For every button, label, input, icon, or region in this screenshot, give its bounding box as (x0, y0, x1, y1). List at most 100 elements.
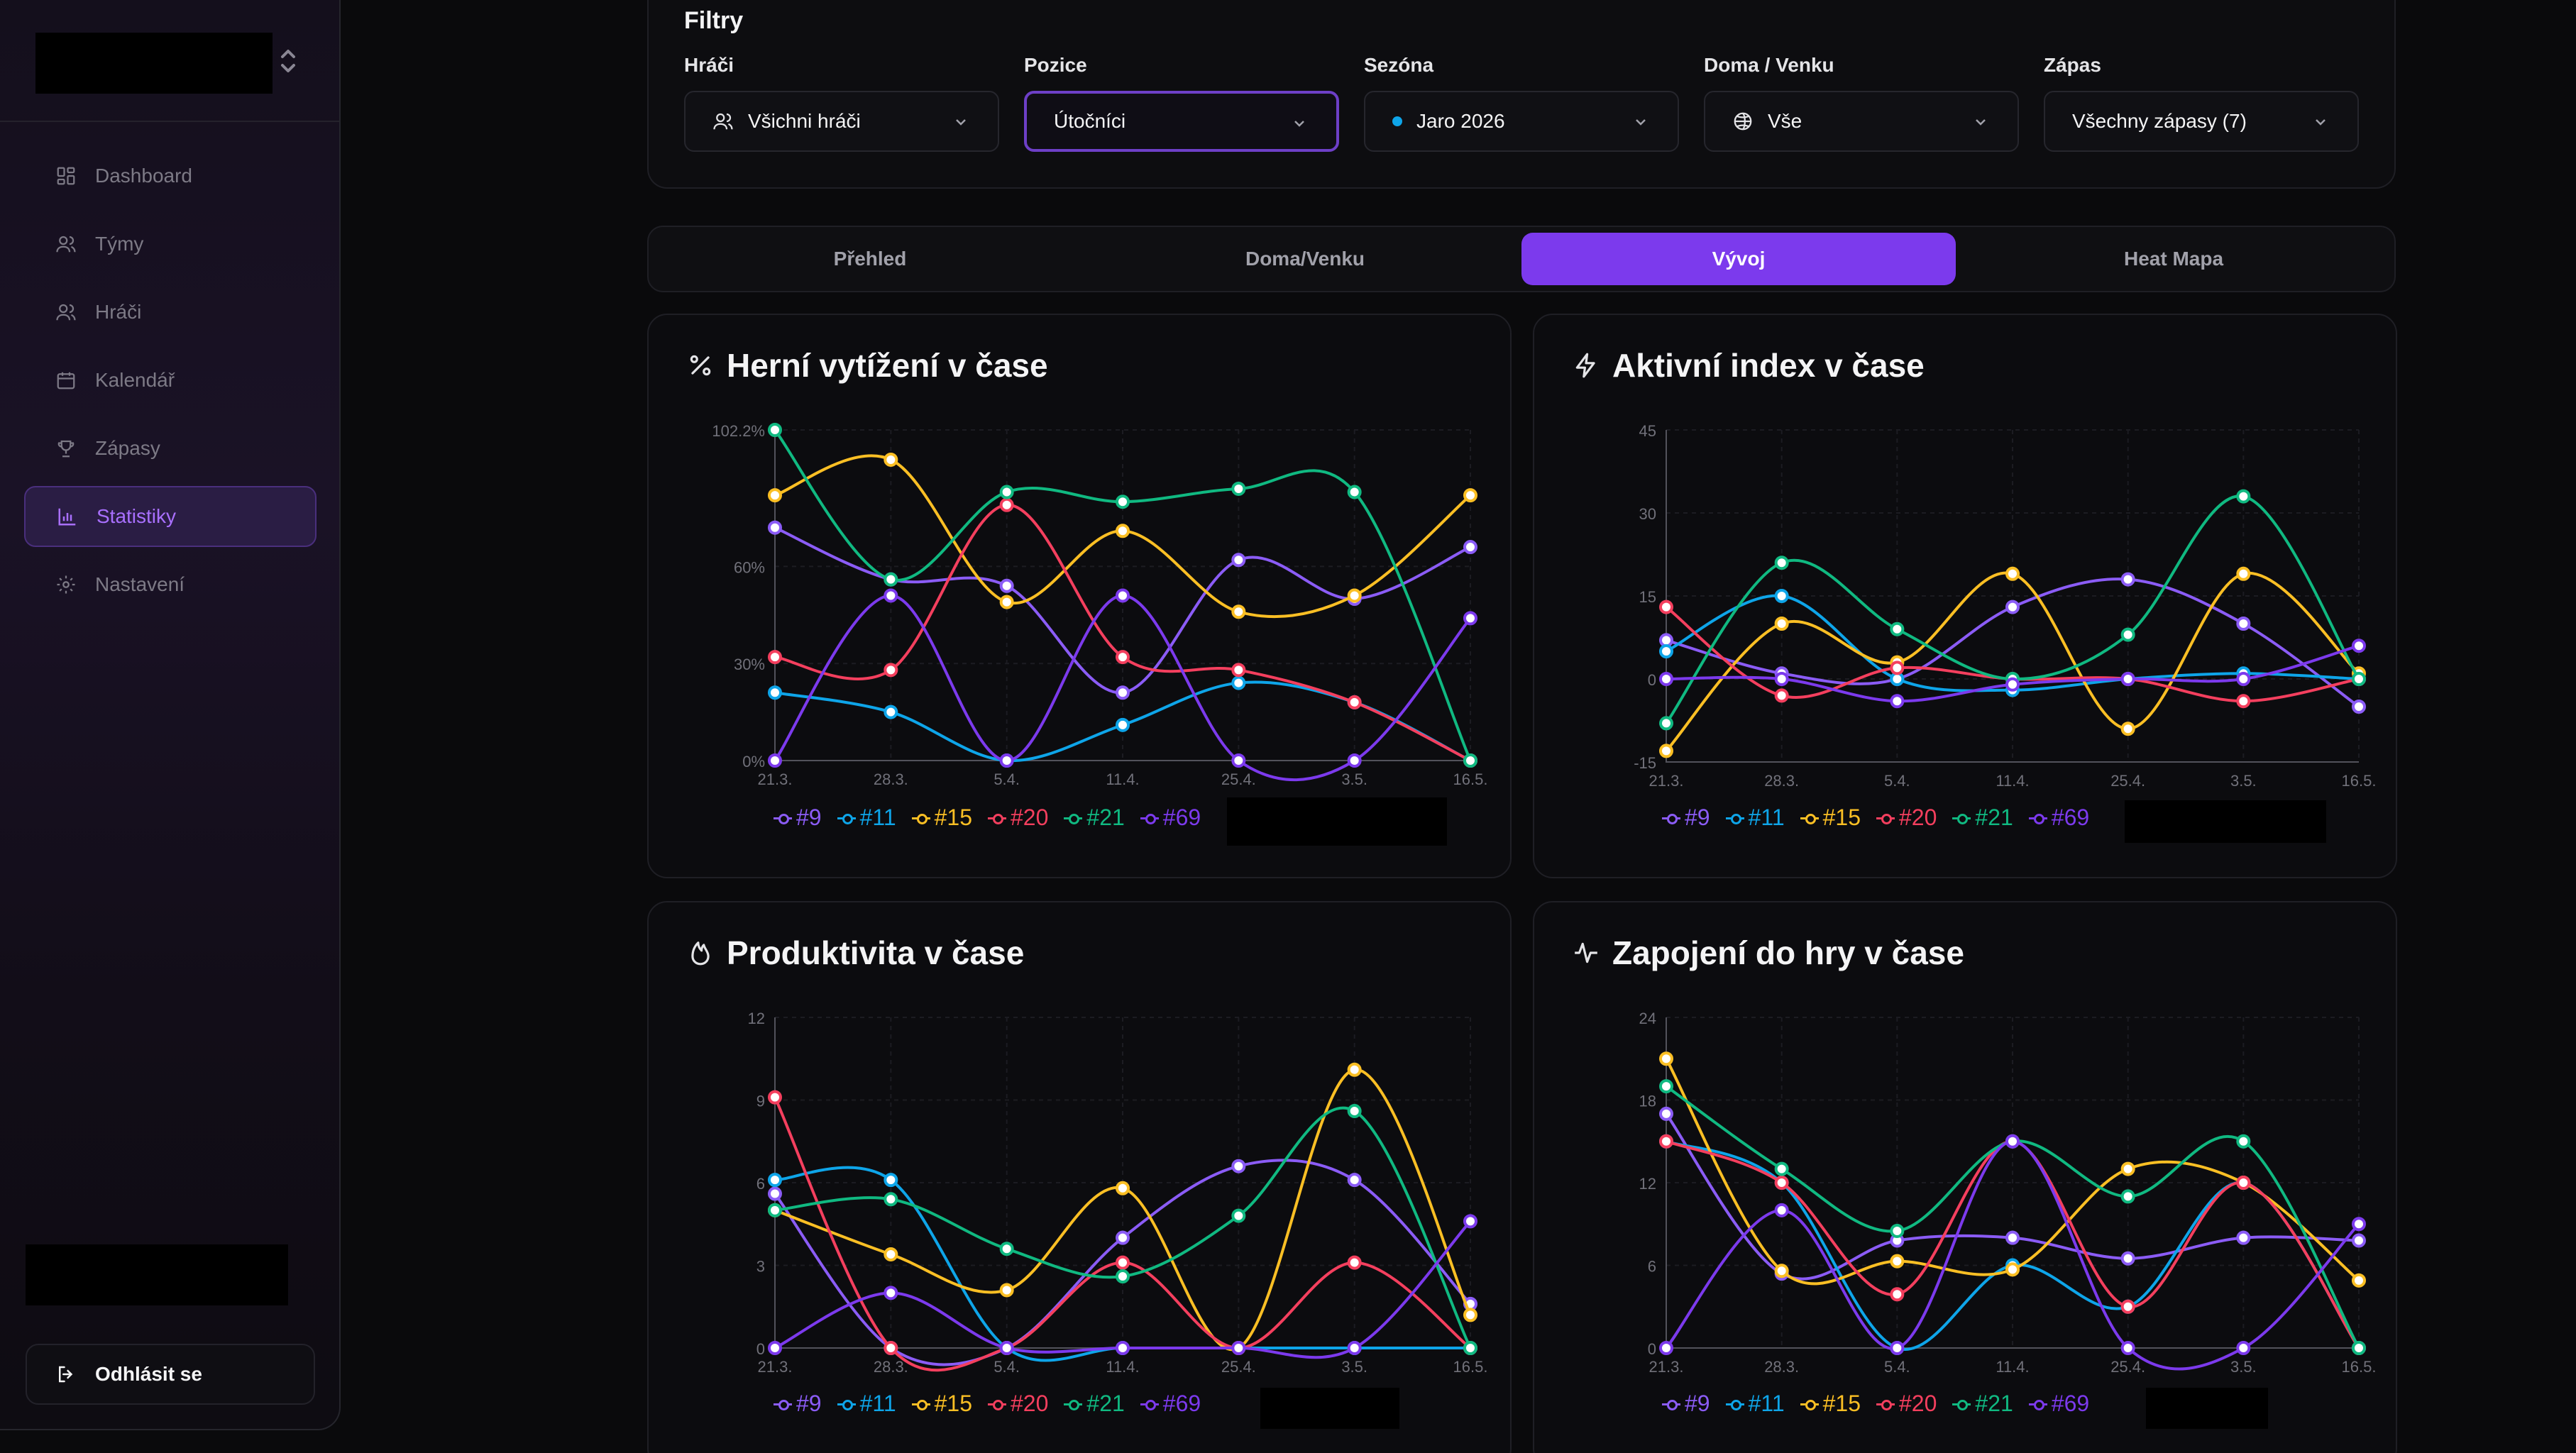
data-point[interactable] (2120, 722, 2135, 736)
data-point[interactable] (1890, 1341, 1905, 1355)
data-point[interactable] (768, 520, 782, 535)
data-point[interactable] (1347, 1255, 1362, 1270)
data-point[interactable] (1347, 695, 1362, 709)
sidebar-item-dashboard[interactable]: Dashboard (24, 145, 317, 206)
legend-item[interactable]: #69 (1140, 1391, 1201, 1417)
data-point[interactable] (1659, 1341, 1673, 1355)
data-point[interactable] (1116, 650, 1130, 665)
data-point[interactable] (884, 663, 898, 678)
data-point[interactable] (1116, 1341, 1130, 1355)
sidebar-item-players[interactable]: Hráči (24, 282, 317, 343)
data-point[interactable] (999, 595, 1014, 609)
data-point[interactable] (2352, 1233, 2366, 1248)
data-point[interactable] (2236, 1341, 2251, 1355)
position-select[interactable]: Útočníci (1024, 91, 1339, 152)
data-point[interactable] (2120, 1299, 2135, 1314)
data-point[interactable] (768, 1341, 782, 1355)
data-point[interactable] (999, 578, 1014, 593)
legend-item[interactable]: #69 (1140, 805, 1201, 831)
data-point[interactable] (1890, 621, 1905, 636)
data-point[interactable] (1774, 1264, 1789, 1278)
data-point[interactable] (1659, 1106, 1673, 1121)
data-point[interactable] (1774, 1161, 1789, 1176)
data-point[interactable] (1659, 672, 1673, 686)
data-point[interactable] (1659, 1051, 1673, 1066)
legend-item[interactable]: #11 (1725, 1391, 1785, 1417)
logout-button[interactable]: Odhlásit se (26, 1344, 315, 1405)
data-point[interactable] (1890, 694, 1905, 709)
data-point[interactable] (2236, 566, 2251, 581)
data-point[interactable] (2005, 566, 2020, 581)
data-point[interactable] (1231, 675, 1246, 690)
data-point[interactable] (1890, 1254, 1905, 1269)
legend-item[interactable]: #9 (774, 805, 822, 831)
data-point[interactable] (1116, 588, 1130, 603)
data-point[interactable] (884, 1247, 898, 1261)
data-point[interactable] (2005, 1134, 2020, 1149)
legend-item[interactable]: #11 (837, 805, 896, 831)
data-point[interactable] (999, 1283, 1014, 1298)
data-point[interactable] (2236, 1134, 2251, 1149)
data-point[interactable] (2352, 672, 2366, 686)
legend-item[interactable]: #21 (1952, 805, 2013, 831)
data-point[interactable] (768, 1203, 782, 1217)
tab-overview[interactable]: Přehled (833, 248, 907, 270)
data-point[interactable] (884, 1341, 898, 1355)
legend-item[interactable]: #11 (837, 1391, 896, 1417)
tab-trend[interactable]: Vývoj (1521, 233, 1956, 285)
legend-item[interactable]: #69 (2028, 805, 2089, 831)
data-point[interactable] (2005, 600, 2020, 614)
data-point[interactable] (1659, 1134, 1673, 1149)
data-point[interactable] (1347, 753, 1362, 768)
data-point[interactable] (1890, 661, 1905, 675)
legend-item[interactable]: #15 (911, 1391, 972, 1417)
data-point[interactable] (999, 1341, 1014, 1355)
data-point[interactable] (884, 588, 898, 603)
data-point[interactable] (999, 753, 1014, 768)
data-point[interactable] (1463, 488, 1477, 503)
legend-item[interactable]: #20 (988, 805, 1048, 831)
data-point[interactable] (2236, 489, 2251, 504)
legend-item[interactable]: #21 (1064, 805, 1125, 831)
workspace-switcher[interactable] (35, 33, 273, 94)
data-point[interactable] (1347, 1341, 1362, 1355)
data-point[interactable] (768, 423, 782, 437)
data-point[interactable] (1231, 553, 1246, 568)
data-point[interactable] (2120, 1341, 2135, 1355)
sidebar-item-settings[interactable]: Nastavení (24, 554, 317, 615)
legend-item[interactable]: #20 (1876, 1391, 1937, 1417)
data-point[interactable] (2120, 672, 2135, 686)
data-point[interactable] (1774, 688, 1789, 703)
legend-item[interactable]: #20 (988, 1391, 1048, 1417)
data-point[interactable] (2005, 1230, 2020, 1245)
data-point[interactable] (2236, 617, 2251, 631)
data-point[interactable] (768, 753, 782, 768)
data-point[interactable] (768, 685, 782, 700)
match-select[interactable]: Všechny zápasy (7) (2044, 91, 2359, 152)
data-point[interactable] (2005, 677, 2020, 692)
user-profile[interactable] (26, 1244, 288, 1305)
data-point[interactable] (1231, 1159, 1246, 1173)
data-point[interactable] (884, 1192, 898, 1207)
legend-item[interactable]: #9 (1662, 805, 1710, 831)
legend-item[interactable]: #21 (1952, 1391, 2013, 1417)
chevron-up-down-icon[interactable] (278, 47, 298, 75)
data-point[interactable] (1116, 524, 1130, 538)
tab-home-away[interactable]: Doma/Venku (1245, 248, 1365, 270)
data-point[interactable] (1774, 617, 1789, 631)
data-point[interactable] (2236, 1230, 2251, 1245)
data-point[interactable] (768, 1173, 782, 1188)
data-point[interactable] (1890, 1223, 1905, 1238)
legend-item[interactable]: #69 (2028, 1391, 2089, 1417)
data-point[interactable] (1890, 672, 1905, 686)
data-point[interactable] (1231, 604, 1246, 619)
data-point[interactable] (884, 452, 898, 467)
data-point[interactable] (1774, 1176, 1789, 1190)
legend-item[interactable]: #21 (1064, 1391, 1125, 1417)
data-point[interactable] (1231, 753, 1246, 768)
data-point[interactable] (1347, 485, 1362, 499)
data-point[interactable] (1347, 1062, 1362, 1077)
data-point[interactable] (2352, 700, 2366, 714)
data-point[interactable] (1463, 753, 1477, 768)
data-point[interactable] (768, 1186, 782, 1201)
